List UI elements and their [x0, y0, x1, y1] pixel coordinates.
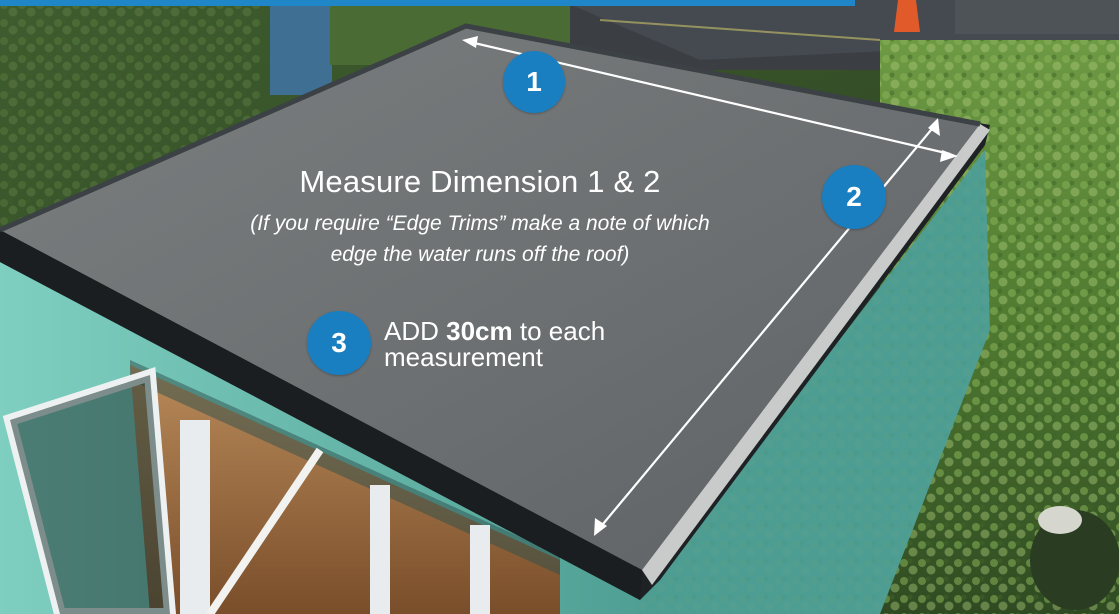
add-instruction-line-1: ADD 30cm to each: [384, 318, 684, 344]
edge-trims-note: (If you require “Edge Trims” make a note…: [200, 208, 760, 270]
step-badge-3: 3: [307, 311, 371, 375]
top-accent-bar: [0, 0, 855, 6]
add-suffix: to each: [519, 316, 606, 346]
add-instruction-line-2: measurement: [384, 342, 543, 372]
add-amount: 30cm: [446, 316, 513, 346]
note-line-1: (If you require “Edge Trims” make a note…: [250, 212, 710, 235]
step-badge-1: 1: [503, 51, 565, 113]
add-prefix: ADD: [384, 316, 439, 346]
add-instruction: ADD 30cm to each measurement: [384, 318, 684, 370]
note-line-2: edge the water runs off the roof): [330, 243, 630, 266]
step-badge-2: 2: [822, 165, 886, 229]
headline: Measure Dimension 1 & 2: [299, 164, 661, 199]
